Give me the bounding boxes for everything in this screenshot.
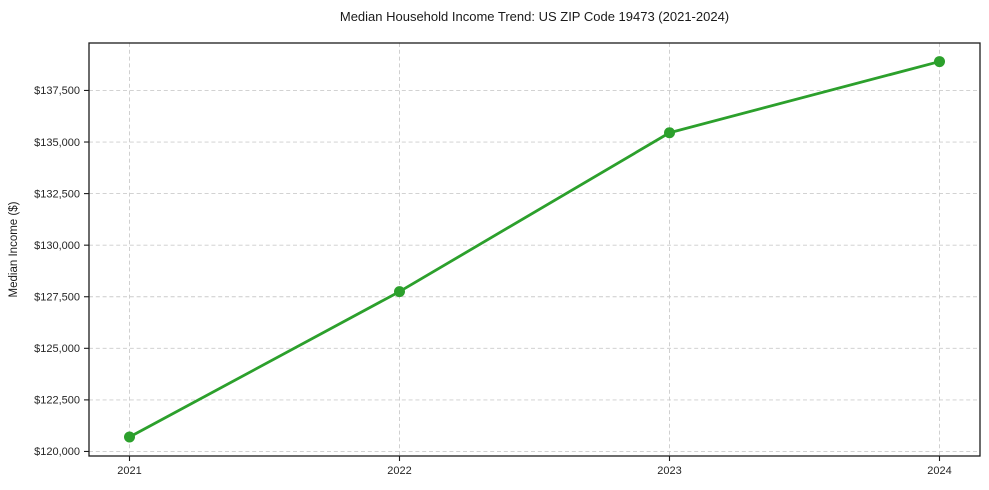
chart-title: Median Household Income Trend: US ZIP Co… [340,9,729,24]
x-tick-label: 2021 [117,465,141,477]
x-tick-label: 2023 [657,465,681,477]
axes-border [88,42,981,457]
x-tick-label: 2024 [927,465,951,477]
plot-area: $120,000 $122,500 $125,000 $127,500 $130,000… [34,42,981,477]
data-point [934,56,945,68]
y-tick-label: $130,000 [34,240,80,252]
y-tick-label: $122,500 [34,395,80,407]
data-point [394,286,405,298]
y-tick-label: $120,000 [34,446,80,458]
data-point [124,431,135,443]
y-tick-label: $125,000 [34,343,80,355]
x-tick-label: 2022 [387,465,411,477]
y-tick-label: $132,500 [34,188,80,200]
y-axis-label: Median Income ($) [8,201,20,297]
data-line [128,60,941,439]
y-tick-label: $137,500 [34,85,80,97]
data-point [664,127,675,139]
y-tick-label: $135,000 [34,137,80,149]
y-tick-label: $127,500 [34,291,80,303]
